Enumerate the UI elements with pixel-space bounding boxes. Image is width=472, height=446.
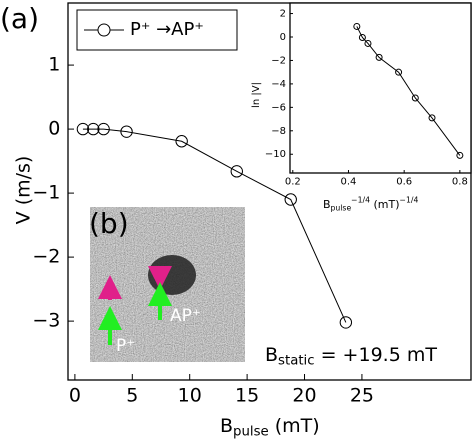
marker <box>230 165 243 178</box>
x-tick-label: 15 <box>235 385 259 407</box>
marker <box>76 122 90 136</box>
marker <box>353 22 361 30</box>
marker <box>97 122 110 136</box>
marker <box>175 135 188 148</box>
y-axis-label: V (m/s) <box>13 156 35 225</box>
label-part: B <box>265 344 278 366</box>
series-line <box>356 26 461 156</box>
x-tick-label: 0.2 <box>285 177 301 188</box>
panel-label: (a) <box>0 2 39 35</box>
legend-marker <box>97 23 111 37</box>
y-tick-label: −10 <box>265 149 286 160</box>
image-label: (b) <box>89 207 129 240</box>
marker <box>456 151 464 159</box>
label-part: B <box>220 415 233 437</box>
y-tick-label: −1 <box>32 182 60 204</box>
y-tick-label: −8 <box>271 126 286 137</box>
y-tick-label: −6 <box>271 102 286 113</box>
x-tick-label: 20 <box>292 385 316 407</box>
label-part: −1/4 <box>400 196 419 205</box>
marker <box>284 193 297 206</box>
image-inset <box>90 207 245 362</box>
label-part: (mT) <box>269 415 320 437</box>
marker <box>120 125 133 138</box>
y-tick-label: 0 <box>280 32 286 43</box>
label-part: (mT) <box>370 198 400 211</box>
annotation: Bstatic = +19.5 mT <box>265 344 437 369</box>
image-mark: P⁺ <box>116 336 135 356</box>
image-mark: AP⁺ <box>170 306 201 326</box>
label-part: B <box>323 198 331 211</box>
label-part: −1/4 <box>351 196 370 205</box>
x-tick-label: 5 <box>126 385 138 407</box>
y-tick-label: −2 <box>271 55 286 66</box>
marker <box>339 316 353 329</box>
x-tick-label: 0.8 <box>452 177 468 188</box>
label-part: pulse <box>233 425 269 440</box>
x-tick-label: 0.4 <box>341 177 357 188</box>
x-tick-label: 10 <box>178 385 202 407</box>
y-axis-label: ln |V| <box>251 82 262 108</box>
y-tick-label: 2 <box>280 9 286 20</box>
x-tick-label: 0 <box>69 385 81 407</box>
label-part: static <box>278 354 315 369</box>
x-tick-label: 25 <box>350 385 374 407</box>
series-line <box>82 128 347 323</box>
label-part: pulse <box>331 203 352 212</box>
y-tick-label: 0 <box>48 118 60 140</box>
y-tick-label: 1 <box>48 54 60 76</box>
label-part: = +19.5 mT <box>315 344 438 366</box>
x-axis-label: Bpulse−1/4 (mT)−1/4 <box>323 196 418 213</box>
marker <box>87 122 100 136</box>
marker <box>411 94 419 102</box>
x-axis-label: Bpulse (mT) <box>220 415 320 440</box>
y-tick-label: −4 <box>271 79 286 90</box>
legend-label: P⁺ →AP⁺ <box>130 19 204 40</box>
domain-blob <box>148 255 196 295</box>
marker <box>375 53 383 61</box>
marker <box>364 39 372 47</box>
y-tick-label: −3 <box>32 310 60 332</box>
marker <box>395 68 403 76</box>
y-tick-label: −2 <box>32 246 60 268</box>
plot-frame <box>289 2 472 174</box>
marker <box>428 114 436 122</box>
marker <box>358 33 366 41</box>
x-tick-label: 0.6 <box>396 177 412 188</box>
